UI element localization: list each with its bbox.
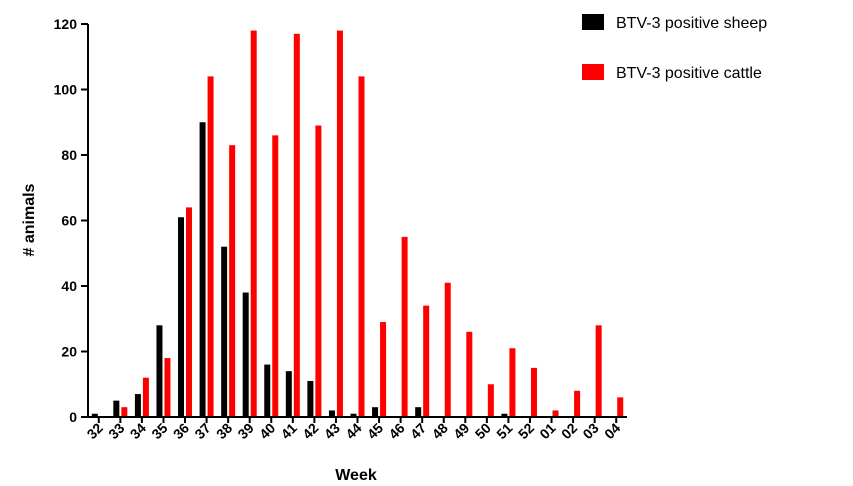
bar-cattle-week-45 [380,322,387,417]
legend-label-sheep: BTV-3 positive sheep [616,15,767,32]
x-tick-label: 48 [429,420,451,442]
bar-cattle-week-04 [617,397,624,417]
bar-sheep-week-34 [134,394,141,417]
bar-cattle-week-41 [293,33,300,417]
bar-cattle-week-47 [423,305,430,417]
y-tick-label: 80 [61,147,77,163]
x-tick-label: 32 [84,420,106,442]
x-tick-label: 34 [127,420,149,442]
bar-sheep-week-37 [199,122,206,417]
bar-sheep-week-35 [156,325,163,417]
bar-cattle-week-37 [207,76,214,418]
y-ticks-group: 0 20 40 60 80 100 120 [54,16,88,425]
bar-cattle-week-51 [509,348,516,417]
bar-sheep-week-51 [501,413,508,417]
x-tick-label: 45 [364,420,386,442]
x-axis-title: Week [335,467,377,484]
bar-cattle-week-34 [142,377,149,417]
x-tick-label: 40 [256,420,278,442]
x-tick-label: 35 [148,420,170,442]
bar-sheep-week-47 [415,407,422,417]
bar-cattle-week-01 [552,410,559,417]
bar-cattle-week-02 [574,390,581,417]
legend: BTV-3 positive sheep BTV-3 positive cattl… [582,14,767,82]
legend-swatch-cattle [582,64,604,80]
x-tick-label: 02 [558,420,580,442]
bar-sheep-week-45 [372,407,379,417]
bar-cattle-week-49 [466,331,473,417]
x-tick-label: 03 [579,420,601,442]
bar-cattle-week-50 [487,384,494,417]
bar-sheep-week-33 [113,400,120,418]
x-tick-label: 46 [385,420,407,442]
bar-cattle-week-39 [250,30,257,418]
bar-sheep-week-38 [221,246,228,417]
bar-cattle-week-38 [229,145,236,417]
bar-sheep-week-43 [328,410,335,417]
bar-cattle-week-03 [595,325,602,417]
bar-sheep-week-32 [91,413,98,417]
bar-sheep-week-36 [178,217,185,417]
x-tick-label: 51 [493,420,515,442]
x-tick-label: 50 [472,420,494,442]
bar-cattle-week-33 [121,407,128,417]
bar-cattle-week-44 [358,76,365,418]
bar-sheep-week-42 [307,380,314,417]
x-tick-label: 44 [342,420,364,442]
x-tick-label: 33 [105,420,127,442]
x-tick-label: 04 [601,420,623,442]
x-tick-label: 43 [321,420,343,442]
x-tick-label: 39 [234,420,256,442]
bar-sheep-week-41 [285,371,292,417]
bar-cattle-week-46 [401,236,408,418]
x-tick-label: 36 [170,420,192,442]
bar-sheep-week-40 [264,364,271,417]
bar-cattle-week-43 [336,30,343,418]
bar-cattle-week-40 [272,135,279,417]
x-tick-label: 37 [191,420,213,442]
x-tick-label: 01 [536,420,558,442]
x-tick-label: 47 [407,420,429,442]
x-tick-label: 41 [278,420,300,442]
bar-cattle-week-35 [164,358,171,417]
y-tick-label: 100 [54,82,78,98]
x-tick-label: 38 [213,420,235,442]
y-tick-label: 20 [61,344,77,360]
y-tick-label: 0 [69,409,77,425]
y-axis-title: # animals [21,183,38,256]
y-tick-label: 60 [61,213,77,229]
bar-cattle-week-42 [315,125,322,418]
legend-swatch-sheep [582,14,604,30]
bar-cattle-week-52 [530,367,537,418]
y-tick-label: 40 [61,278,77,294]
bar-sheep-week-39 [242,292,249,417]
y-tick-label: 120 [54,16,78,32]
x-tick-label: 49 [450,420,472,442]
bar-cattle-week-48 [444,282,451,417]
x-tick-label: 42 [299,420,321,442]
x-tick-label: 52 [515,420,537,442]
bars-group [91,30,624,418]
bar-sheep-week-44 [350,413,357,417]
bar-cattle-week-36 [186,207,193,417]
x-ticks-group: 32 33 34 35 36 37 38 39 40 41 42 43 44 45 46 47 48 49 50 51… [84,417,623,442]
legend-label-cattle: BTV-3 positive cattle [616,65,762,82]
